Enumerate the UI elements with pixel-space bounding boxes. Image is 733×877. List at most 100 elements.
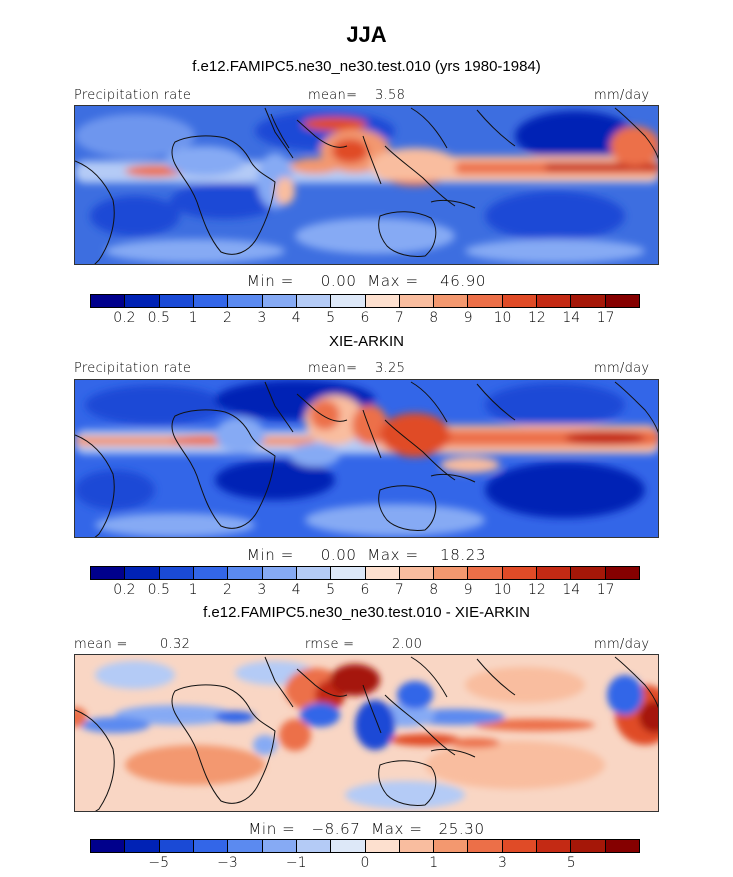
colorbar-tick-label: 8 <box>429 582 439 598</box>
colorbar-tick-label: 2 <box>223 582 232 598</box>
colorbar-cell <box>571 295 606 307</box>
colorbar-cell <box>537 295 572 307</box>
panel3-map <box>74 654 659 812</box>
panel2-variable-label: Precipitation rate <box>74 361 192 376</box>
colorbar-cell <box>571 840 606 852</box>
colorbar-tick-label: 8 <box>429 310 439 326</box>
panel2-map-svg <box>75 380 658 537</box>
colorbar-tick-label: −5 <box>148 855 170 871</box>
colorbar-cell <box>399 295 435 307</box>
colorbar-cell <box>91 840 126 852</box>
colorbar-tick-label: −3 <box>217 855 238 871</box>
panel3-max-value: 25.30 <box>438 820 485 838</box>
panel3-mean-value: 0.32 <box>160 637 191 652</box>
colorbar-tick-label: 5 <box>566 855 576 871</box>
colorbar-tick-label: 1 <box>429 855 439 871</box>
colorbar-tick-label: 12 <box>527 310 546 326</box>
panel2-max-value: 18.23 <box>440 546 487 564</box>
panel3-units-label: mm/day <box>594 637 650 652</box>
colorbar-tick-label: 14 <box>562 582 581 598</box>
colorbar-tick-label: 10 <box>493 582 512 598</box>
colorbar-cell <box>468 567 503 579</box>
panel1-max-value: 46.90 <box>440 272 487 290</box>
colorbar-cell <box>296 295 332 307</box>
colorbar-tick-label: 12 <box>527 582 546 598</box>
panel1-min-value: 0.00 <box>320 272 357 290</box>
colorbar-cell <box>605 840 639 852</box>
colorbar-cell <box>159 567 194 579</box>
colorbar-tick-label: 1 <box>188 310 198 326</box>
colorbar-cell <box>434 840 469 852</box>
panel2-coastlines <box>75 381 658 537</box>
panel2-colorbar-ticks: 0.2 0.5 1 2 3 4 5 6 7 8 9 10 12 14 17 <box>90 582 640 600</box>
colorbar-tick-label: 7 <box>394 582 404 598</box>
colorbar-tick-label: 0.2 <box>113 582 136 598</box>
colorbar-cell <box>296 840 332 852</box>
colorbar-cell <box>605 567 639 579</box>
colorbar-cell <box>399 840 435 852</box>
colorbar-tick-label: 17 <box>596 582 615 598</box>
panel2-mean-value: 3.25 <box>375 361 406 376</box>
colorbar-tick-label: 6 <box>360 310 370 326</box>
colorbar-cell <box>571 567 606 579</box>
colorbar-tick-label: 4 <box>291 582 301 598</box>
panel3-colorbar-ticks: −5 −3 −1 0 1 3 5 <box>90 855 640 873</box>
colorbar-cell <box>228 840 263 852</box>
colorbar-tick-label: 3 <box>257 310 267 326</box>
panel1-variable-label: Precipitation rate <box>74 88 192 103</box>
panel1-map <box>74 105 659 265</box>
colorbar-cell <box>331 840 366 852</box>
panel2-min-value: 0.00 <box>320 546 357 564</box>
colorbar-tick-label: 5 <box>326 582 336 598</box>
colorbar-cell <box>434 295 469 307</box>
colorbar-cell <box>365 567 400 579</box>
colorbar-cell <box>91 567 126 579</box>
colorbar-cell <box>537 567 572 579</box>
colorbar-cell <box>537 840 572 852</box>
panel3-coastlines <box>75 656 658 811</box>
colorbar-tick-label: 0.5 <box>147 310 170 326</box>
panel2-max-label: Max = <box>367 546 419 564</box>
panel3-subtitle: f.e12.FAMIPC5.ne30_ne30.test.010 - XIE-A… <box>203 604 530 621</box>
colorbar-tick-label: −1 <box>285 855 307 871</box>
colorbar-tick-label: 0 <box>360 855 370 871</box>
colorbar-cell <box>125 840 160 852</box>
colorbar-cell <box>434 567 469 579</box>
colorbar-tick-label: 3 <box>257 582 267 598</box>
panel2-mean-label: mean= <box>308 361 358 376</box>
panel1-colorbar <box>90 294 640 308</box>
colorbar-cell <box>365 295 400 307</box>
panel3-min-label: Min = <box>248 820 296 838</box>
panel2-minmax: Min = 0.00 Max = 18.23 <box>0 546 733 564</box>
panel3-minmax: Min = −8.67 Max = 25.30 <box>0 820 733 838</box>
panel1-units-label: mm/day <box>594 88 650 103</box>
colorbar-tick-label: 2 <box>223 310 232 326</box>
colorbar-cell <box>605 295 639 307</box>
panel3-rmse-value: 2.00 <box>392 637 423 652</box>
panel2-map <box>74 379 659 538</box>
colorbar-tick-label: 0.2 <box>113 310 136 326</box>
colorbar-tick-label: 7 <box>394 310 404 326</box>
colorbar-cell <box>502 295 538 307</box>
colorbar-cell <box>296 567 332 579</box>
panel2-units-label: mm/day <box>594 361 650 376</box>
colorbar-cell <box>125 567 160 579</box>
panel3-mean-label: mean = <box>74 637 128 652</box>
colorbar-cell <box>365 840 400 852</box>
panel3-map-svg <box>75 655 658 811</box>
panel1-coastlines <box>75 107 658 264</box>
colorbar-cell <box>468 840 503 852</box>
panel2-colorbar <box>90 566 640 580</box>
colorbar-cell <box>228 295 263 307</box>
colorbar-tick-label: 9 <box>463 582 473 598</box>
colorbar-tick-label: 1 <box>188 582 198 598</box>
panel1-min-label: Min = <box>246 272 294 290</box>
panel1-mean-value: 3.58 <box>375 88 406 103</box>
colorbar-cell <box>502 840 538 852</box>
colorbar-tick-label: 6 <box>360 582 370 598</box>
panel1-max-label: Max = <box>367 272 419 290</box>
colorbar-cell <box>159 295 194 307</box>
panel3-rmse-label: rmse = <box>305 637 355 652</box>
panel3-max-label: Max = <box>371 820 423 838</box>
panel1-colorbar-ticks: 0.2 0.5 1 2 3 4 5 6 7 8 9 10 12 14 17 <box>90 310 640 328</box>
